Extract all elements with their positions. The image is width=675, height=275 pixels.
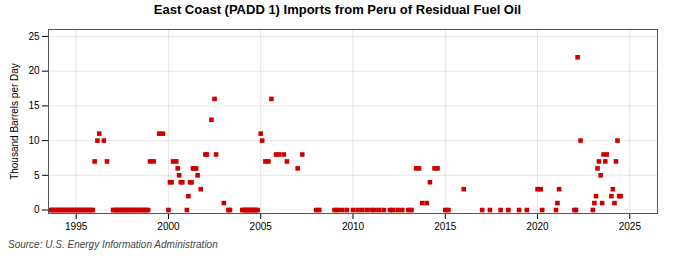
html-text:East Coast (PADD 1) Imports fr: East Coast (PADD 1) Imports from Peru of… <box>153 2 522 17</box>
svg-text:2015: 2015 <box>434 221 457 232</box>
html-text:Source: U.S. Energy Informatio: Source: U.S. Energy Information Administ… <box>8 239 218 250</box>
svg-text:20: 20 <box>28 65 40 76</box>
svg-text:25: 25 <box>28 31 40 42</box>
svg-text:5: 5 <box>34 170 40 181</box>
svg-text:1995: 1995 <box>65 221 88 232</box>
svg-text:2020: 2020 <box>526 221 549 232</box>
svg-text:2000: 2000 <box>157 221 180 232</box>
svg-text:2025: 2025 <box>619 221 642 232</box>
svg-text:0: 0 <box>34 204 40 215</box>
svg-text:2005: 2005 <box>250 221 273 232</box>
svg-text:Thousand Barrels per Day: Thousand Barrels per Day <box>9 63 20 180</box>
svg-text:15: 15 <box>28 100 40 111</box>
svg-text:2010: 2010 <box>342 221 365 232</box>
svg-text:10: 10 <box>28 135 40 146</box>
